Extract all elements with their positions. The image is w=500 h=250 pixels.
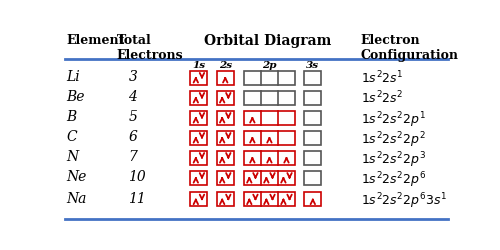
Text: 10: 10 [128, 170, 146, 184]
Text: $1s^{2}2s^{2}2p^{2}$: $1s^{2}2s^{2}2p^{2}$ [361, 130, 426, 150]
Text: 7: 7 [128, 150, 137, 164]
Bar [244, 151, 295, 165]
Text: Electron
Configuration: Electron Configuration [361, 34, 459, 62]
Text: Element: Element [66, 34, 125, 47]
Text: 2p: 2p [262, 61, 276, 70]
Text: 1s: 1s [192, 61, 205, 70]
Text: 3s: 3s [306, 61, 320, 70]
Bar [190, 91, 208, 105]
Text: 4: 4 [128, 90, 137, 104]
Bar [216, 91, 234, 105]
Text: Be: Be [66, 90, 85, 104]
Text: Na: Na [66, 192, 87, 206]
Text: 11: 11 [128, 192, 146, 206]
Bar [244, 171, 295, 185]
Bar [216, 71, 234, 85]
Bar [190, 131, 208, 145]
Text: $1s^{2}2s^{2}2p^{6}3s^{1}$: $1s^{2}2s^{2}2p^{6}3s^{1}$ [361, 192, 447, 211]
Bar [304, 192, 322, 206]
Text: $1s^{2}2s^{2}$: $1s^{2}2s^{2}$ [361, 90, 404, 107]
Text: 6: 6 [128, 130, 137, 144]
Text: $1s^{2}2s^{2}2p^{6}$: $1s^{2}2s^{2}2p^{6}$ [361, 170, 426, 190]
Bar [304, 131, 322, 145]
Bar [216, 171, 234, 185]
Bar [304, 151, 322, 165]
Text: $1s^{2}2s^{1}$: $1s^{2}2s^{1}$ [361, 70, 404, 87]
Bar [304, 71, 322, 85]
Text: C: C [66, 130, 77, 144]
Bar [216, 192, 234, 206]
Bar [244, 192, 295, 206]
Text: Ne: Ne [66, 170, 87, 184]
Bar [216, 151, 234, 165]
Bar [304, 111, 322, 125]
Bar [190, 192, 208, 206]
Text: N: N [66, 150, 78, 164]
Bar [190, 71, 208, 85]
Text: B: B [66, 110, 76, 124]
Text: Orbital Diagram: Orbital Diagram [204, 34, 332, 48]
Text: Total
Electrons: Total Electrons [117, 34, 184, 62]
Text: $1s^{2}2s^{2}2p^{3}$: $1s^{2}2s^{2}2p^{3}$ [361, 150, 426, 170]
Bar [304, 91, 322, 105]
Text: 2s: 2s [218, 61, 232, 70]
Bar [216, 131, 234, 145]
Bar [190, 111, 208, 125]
Bar [216, 111, 234, 125]
Text: Li: Li [66, 70, 80, 84]
Bar [244, 91, 295, 105]
Bar [190, 151, 208, 165]
Bar [190, 171, 208, 185]
Text: $1s^{2}2s^{2}2p^{1}$: $1s^{2}2s^{2}2p^{1}$ [361, 110, 426, 130]
Bar [304, 171, 322, 185]
Bar [244, 111, 295, 125]
Bar [244, 71, 295, 85]
Bar [244, 131, 295, 145]
Text: 5: 5 [128, 110, 137, 124]
Text: 3: 3 [128, 70, 137, 84]
